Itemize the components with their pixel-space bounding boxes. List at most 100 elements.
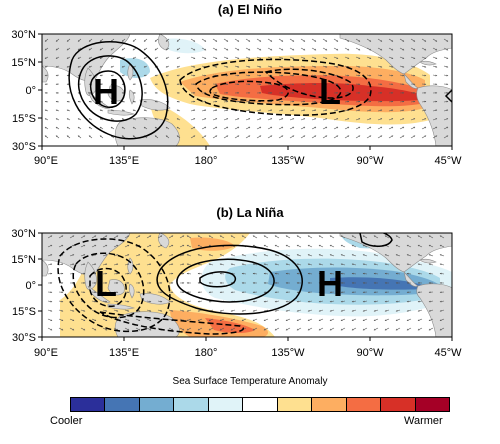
wind-arrow [355, 109, 361, 112]
panel-a-label-2: L [319, 71, 341, 112]
lat-label: 15°N [11, 57, 36, 69]
wind-arrow [307, 327, 313, 331]
wind-arrow [69, 263, 75, 266]
wind-arrow [311, 109, 317, 112]
wind-arrow [406, 244, 412, 248]
high-contour-inner [199, 271, 237, 288]
wind-arrow [355, 56, 361, 59]
wind-arrow [256, 118, 262, 121]
new-guinea [139, 293, 171, 305]
wind-arrow [377, 109, 383, 112]
lon-label: 90°W [356, 155, 384, 167]
wind-arrow [300, 100, 306, 103]
wind-arrow [263, 244, 269, 248]
wind-arrow [267, 100, 273, 103]
lon-label: 135°E [109, 347, 139, 359]
wind-arrow [355, 118, 361, 121]
wind-arrow [110, 100, 115, 103]
wind-arrow [377, 126, 383, 130]
wind-arrow [124, 318, 130, 321]
wind-arrow [384, 235, 390, 239]
wind-arrow [351, 300, 357, 303]
wind-arrow [234, 65, 240, 68]
wind-arrow [132, 56, 137, 59]
wind-arrow [124, 327, 130, 331]
wind-arrow [69, 309, 75, 312]
wind-arrow [395, 318, 401, 321]
wind-arrow [197, 254, 203, 257]
wind-arrow [395, 244, 401, 248]
wind-arrow [201, 74, 207, 77]
wind-arrow [245, 74, 251, 77]
wind-arrow [58, 318, 64, 321]
wind-arrow [88, 74, 93, 77]
wind-arrow [267, 65, 273, 68]
wind-arrow [245, 126, 251, 130]
asia-mainland [42, 34, 131, 82]
wind-arrow [113, 263, 119, 266]
wind-arrow [176, 56, 181, 59]
wind-arrow [388, 100, 394, 103]
wind-arrow [121, 65, 126, 68]
wind-arrow [388, 126, 394, 130]
wind-arrow [399, 118, 405, 121]
wind-arrow [399, 38, 405, 42]
wind-arrow [388, 135, 394, 139]
wind-arrow [252, 272, 258, 275]
wind-arrow [267, 135, 273, 139]
wind-arrow [410, 109, 416, 112]
wind-arrow [395, 309, 401, 312]
wind-arrow [58, 235, 64, 239]
sst-colorbar [70, 397, 450, 412]
wind-arrow [157, 309, 163, 312]
wind-arrow [157, 254, 163, 257]
lon-label: 180° [195, 155, 218, 167]
wind-arrow [241, 263, 247, 266]
wind-arrow [432, 100, 438, 103]
panel-b-contours [57, 233, 393, 335]
wind-arrow [69, 327, 75, 331]
wind-arrow [77, 47, 82, 51]
wind-arrow [366, 38, 372, 42]
wind-arrow [344, 100, 350, 103]
wind-arrow [143, 56, 148, 59]
wind-arrow [190, 100, 196, 103]
wind-arrow [154, 56, 159, 59]
wind-arrow [285, 235, 291, 239]
wind-arrow [267, 47, 273, 51]
wind-arrow [439, 309, 445, 312]
wind-arrow [197, 300, 203, 303]
wind-arrow [212, 65, 218, 68]
wind-arrow [165, 135, 170, 139]
wind-arrow [219, 254, 225, 257]
wind-arrow [366, 100, 372, 103]
wind-arrow [322, 38, 328, 42]
wind-arrow [146, 309, 152, 312]
wind-arrow [421, 126, 427, 130]
wind-arrow [143, 38, 148, 42]
wind-arrow [322, 135, 328, 139]
wind-arrow [91, 300, 97, 303]
wind-arrow [384, 309, 390, 312]
wind-arrow [252, 254, 258, 257]
wind-arrow [176, 100, 181, 103]
wind-arrow [263, 235, 269, 239]
wind-arrow [355, 100, 361, 103]
wind-arrow [212, 135, 218, 139]
panel-b-label-1: L [95, 263, 117, 304]
india-tip [42, 65, 49, 83]
wind-arrow [157, 300, 163, 303]
wind-arrow [296, 318, 302, 321]
wind-arrow [406, 272, 412, 275]
wind-arrow [307, 254, 313, 257]
wind-arrow [311, 135, 317, 139]
wind-arrow [186, 300, 192, 303]
wind-arrow [88, 100, 93, 103]
wind-arrow [146, 244, 152, 248]
wind-arrow [406, 327, 412, 331]
wind-arrow [329, 235, 335, 239]
wind-arrow [179, 300, 185, 303]
wind-arrow [256, 126, 262, 130]
wind-arrow [421, 38, 427, 42]
wind-arrow [274, 318, 280, 321]
